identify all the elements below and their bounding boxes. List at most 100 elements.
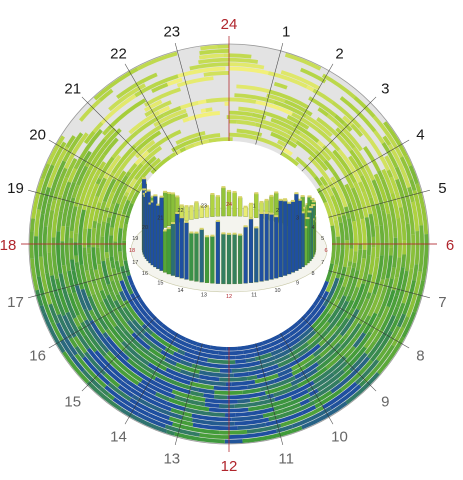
heat-cell xyxy=(123,299,145,327)
heat-cell xyxy=(335,249,345,279)
heat-cell xyxy=(58,176,69,196)
inset-bar-cap xyxy=(205,205,210,208)
heat-cell xyxy=(338,222,345,250)
heat-cell xyxy=(82,369,102,390)
heat-cell xyxy=(354,315,372,340)
heat-cell xyxy=(286,114,310,130)
heat-cell xyxy=(332,149,357,184)
heat-cell xyxy=(345,371,380,405)
heat-cell xyxy=(92,121,104,134)
heat-cell xyxy=(340,359,374,392)
heat-cell xyxy=(124,202,134,225)
heat-cell xyxy=(184,143,195,151)
inset-hour-label: 10 xyxy=(274,288,280,294)
heat-cell xyxy=(136,166,152,185)
heat-cell xyxy=(161,323,187,342)
heat-cell xyxy=(234,417,270,426)
heat-cell xyxy=(95,177,102,185)
heat-cell xyxy=(136,311,158,333)
heat-cell xyxy=(82,356,101,377)
heat-cell xyxy=(191,418,235,426)
heat-cell xyxy=(353,95,376,118)
heat-cell xyxy=(229,97,257,104)
heat-cell xyxy=(111,130,139,159)
heat-cell xyxy=(104,385,150,417)
heat-cell xyxy=(101,315,124,344)
heat-cell xyxy=(306,329,329,351)
heat-cell xyxy=(40,163,51,180)
heat-cell xyxy=(199,432,229,439)
heat-cell xyxy=(395,270,409,308)
heat-cell xyxy=(154,376,191,395)
inset-bar-cap xyxy=(303,226,308,229)
heat-cell xyxy=(71,270,79,287)
heat-cell xyxy=(172,341,195,355)
heat-cell xyxy=(118,251,124,267)
heat-cell xyxy=(266,393,275,399)
heat-cell xyxy=(333,219,340,237)
inset-bar xyxy=(162,192,168,228)
heat-cell xyxy=(404,242,411,272)
inset-bar xyxy=(282,200,288,276)
inset-bar-cap xyxy=(248,202,253,205)
heat-cell xyxy=(74,345,86,359)
heat-cell xyxy=(60,339,74,358)
heat-cell xyxy=(229,119,237,124)
heat-cell xyxy=(387,199,398,238)
inset-bar-cap xyxy=(184,220,189,223)
inset-bar xyxy=(162,230,168,273)
heat-cell xyxy=(134,150,150,166)
heat-cell xyxy=(110,260,116,269)
heat-cell xyxy=(376,325,401,362)
heat-cell xyxy=(159,333,175,345)
heat-cell xyxy=(394,257,402,278)
heat-cell xyxy=(277,353,300,368)
hour-gridline xyxy=(174,343,203,445)
heat-cell xyxy=(113,241,119,262)
hour-label: 13 xyxy=(163,450,180,467)
heat-cell xyxy=(268,400,316,422)
heat-cell xyxy=(105,191,115,209)
inset-hour-label: 7 xyxy=(321,260,324,266)
inset-bar xyxy=(189,232,194,281)
inset-hour-label: 16 xyxy=(142,271,148,277)
heat-cell xyxy=(379,225,385,256)
heat-cell xyxy=(120,265,134,295)
heat-cell xyxy=(307,155,332,184)
heat-cell xyxy=(97,373,111,386)
heat-cell xyxy=(165,401,186,412)
heat-cell xyxy=(179,369,200,379)
heat-cell xyxy=(179,146,187,153)
heat-cell xyxy=(30,258,39,291)
heat-cell xyxy=(414,231,420,265)
heat-cell xyxy=(82,247,89,271)
heat-cell xyxy=(126,319,146,340)
heat-cell xyxy=(130,283,142,301)
inset-bar-cap xyxy=(297,198,302,201)
heat-cell xyxy=(299,398,310,407)
heat-cell xyxy=(392,306,400,317)
heat-cell xyxy=(198,378,227,387)
heat-cell xyxy=(138,298,151,313)
heat-cell xyxy=(158,105,171,115)
heat-cell xyxy=(82,334,98,353)
heat-cell xyxy=(70,259,76,272)
heat-cell xyxy=(277,367,293,378)
heat-cell xyxy=(373,173,391,215)
hour-label: 24 xyxy=(221,16,238,33)
heat-cell xyxy=(218,404,235,409)
heat-cell xyxy=(84,138,107,168)
heat-cell xyxy=(255,122,273,131)
heat-cell xyxy=(91,227,97,248)
heat-cell xyxy=(97,172,115,204)
heat-cell xyxy=(358,181,366,193)
heat-cell xyxy=(235,359,247,364)
heat-cell xyxy=(408,165,419,185)
heat-cell xyxy=(102,212,108,222)
heat-cell xyxy=(412,280,425,313)
heat-cell xyxy=(62,132,84,163)
heat-cell xyxy=(103,127,117,141)
heat-cell xyxy=(140,145,163,166)
heat-cell xyxy=(249,397,260,403)
